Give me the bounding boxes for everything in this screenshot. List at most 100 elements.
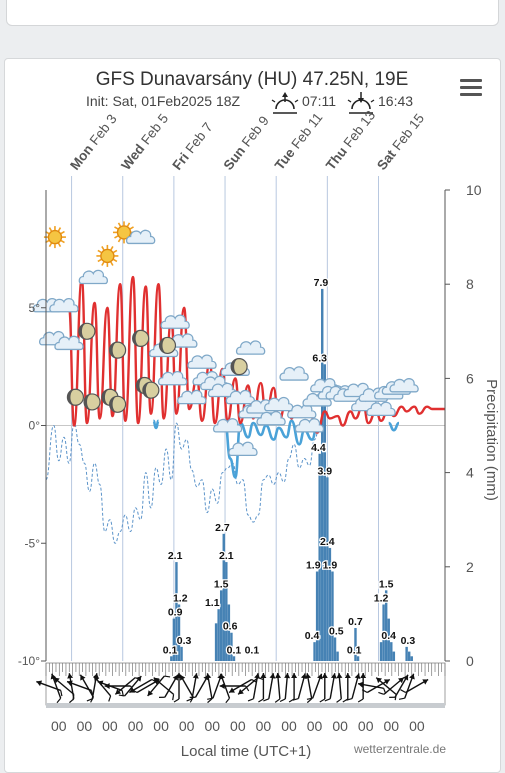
wind-arrow-head [305,673,312,679]
precip-bar [390,642,393,661]
cloud-icon [78,269,108,285]
moon-icon [230,358,248,376]
wind-arrow-head [67,680,73,687]
day-name: Tue [272,145,298,173]
wind-arrow-head [219,673,226,680]
wind-arrow [346,673,361,701]
wind-arrow-head [354,673,361,680]
day-date: Feb 15 [389,111,427,153]
precip-value-label: 6.3 [312,352,327,364]
wind-arrow-head [376,677,382,684]
precip-bar [175,562,178,661]
wind-arrow [147,675,171,697]
cloud-shape [212,418,243,433]
sun-ray [110,261,114,266]
precip-value-label: 1.2 [173,592,188,604]
day-date: Feb 9 [239,113,272,149]
wind-arrow-barb [292,697,299,701]
precip-bar [336,651,339,661]
precip-bar [318,453,321,661]
max-temperature-line [45,275,445,434]
precip-value-label: 1.9 [323,560,338,572]
wind-arrow-barb [247,698,254,702]
wind-arrow [361,678,391,694]
wind-arrow [93,675,112,702]
dewpoint-line [45,422,320,544]
wind-arrow-barb [306,697,313,700]
wind-arrow-head [205,673,212,679]
precip-value-label: 0.6 [223,621,238,633]
sun-ray [129,226,134,230]
menu-button[interactable] [456,74,486,100]
hour-label: 00 [102,718,118,734]
sun-icon [43,226,66,249]
precip-value-label: 2.1 [219,550,234,562]
wind-arrow-head [180,674,186,681]
sun-ray [97,249,102,254]
precip-bar [410,656,413,661]
x-axis-label: Local time (UTC+1) [181,743,311,760]
min-temperature-line [388,421,400,432]
wind-arrow-barb [378,691,385,695]
sun-ray [113,249,118,254]
sun-ray [97,258,102,263]
day-date: Feb 3 [87,111,120,147]
moon-shadow [109,396,118,413]
cloud-icon [389,378,419,393]
wind-arrow [305,673,313,704]
wind-arrow-head [135,676,142,682]
precip-bar [354,628,357,661]
wind-arrow-head [398,677,404,684]
wind-arrow-head [269,673,276,679]
hour-label: 00 [230,718,246,734]
hour-label: 00 [332,718,348,734]
hour-label: 00 [383,718,399,734]
sun-ray [57,242,62,248]
sun-ray [60,239,65,244]
wind-arrow-head [93,676,100,682]
credit: wetterzentrale.de [353,742,446,756]
precip-bar [333,637,337,661]
right-tick-label: 0 [466,653,474,669]
cloud-icon [264,396,294,412]
precip-value-label: 0.5 [329,625,344,637]
precip-bar [172,618,176,661]
wind-arrow [324,673,337,702]
wind-arrow-barb [263,698,270,702]
wind-arrow-barb [118,694,125,697]
cloud-icon [225,389,256,405]
precip-value-label: 0.9 [168,607,183,619]
wind-arrow-barb [56,697,62,704]
wind-arrow [237,677,264,695]
precip-bar [217,609,220,661]
precip-bar [225,562,228,661]
precip-bar [232,656,236,661]
cloud-icon [366,401,396,417]
cloud-icon [187,354,217,369]
left-tick-label: 5° [29,301,41,315]
day-date: Feb 13 [341,108,379,150]
cloud-shape [187,354,217,369]
wind-arrow-head [402,674,409,681]
min-temperature-line [152,419,160,430]
wind-arrow-barb [186,698,193,702]
moon-shadow [132,330,141,347]
precip-bar [227,604,231,661]
cloud-shape [157,371,188,386]
precip-value-label: 1.1 [205,597,220,609]
precip-bar [387,618,390,661]
precip-value-label: 0.1 [163,644,178,656]
wind-arrow-barb [389,696,396,698]
precip-bar [407,651,411,661]
precip-bar [384,590,388,661]
wind-arrow-head [358,681,364,688]
precip-bar [219,590,223,661]
hour-label: 00 [179,718,195,734]
precip-value-label: 1.5 [379,578,394,590]
precip-bar [328,547,332,661]
cloud-shape [256,411,286,426]
menu-icon-bar [460,93,482,96]
wind-arrow [357,673,367,703]
precip-value-label: 2.7 [215,522,230,534]
cloud-shape [264,396,294,412]
